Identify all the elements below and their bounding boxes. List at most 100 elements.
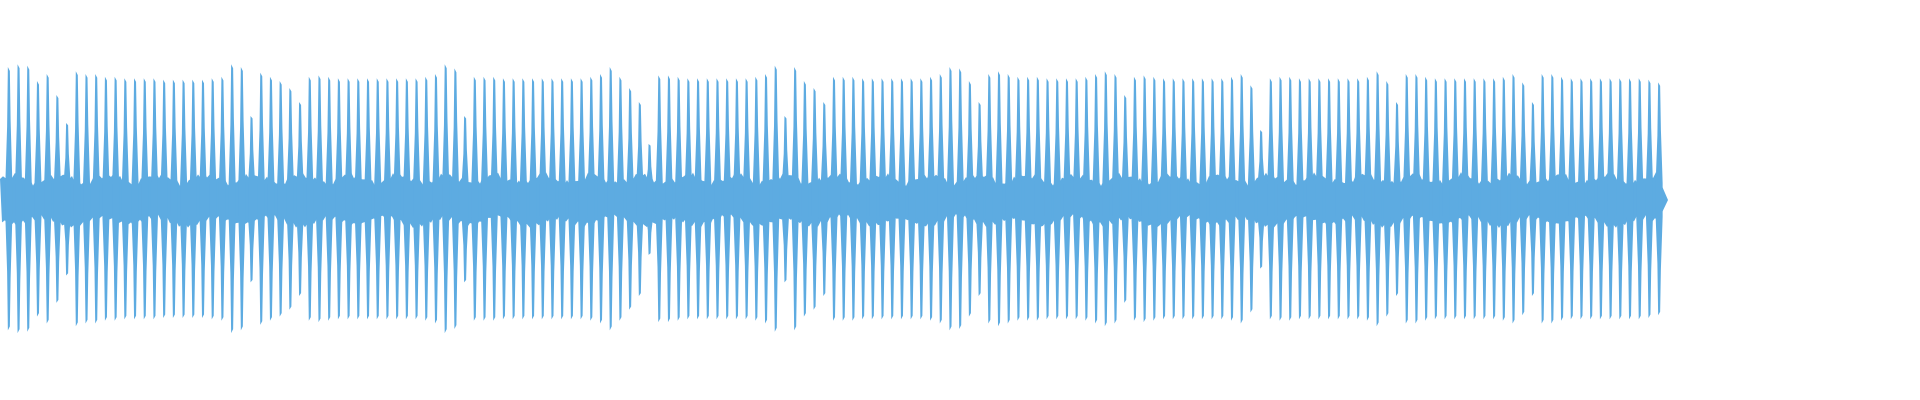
waveform-pulse [1189,78,1197,320]
waveform-pulse [752,76,760,321]
waveform-pulse [83,74,91,324]
waveform-pulse [180,79,188,318]
waveform-pulse [1053,78,1061,320]
waveform-pulse [519,78,527,320]
waveform-pulse [286,88,294,310]
waveform-pulse [102,76,110,321]
waveform-pulse [723,78,731,320]
waveform-pulse [529,78,537,320]
waveform-pulse [481,76,489,321]
waveform-pulse [1218,78,1226,320]
waveform-pulse [665,75,673,323]
waveform-pulse [432,74,440,324]
waveform-pulse [1286,76,1294,321]
waveform-pulse [1199,78,1207,320]
waveform-pulse [1510,74,1518,324]
waveform-pulse [1558,76,1566,321]
waveform-pulse [1626,78,1634,320]
waveform-pulse [1150,76,1158,321]
waveform-pulse [1063,78,1071,320]
waveform-pulse [315,75,323,323]
waveform-pulse [1403,74,1411,324]
waveform-pulse [908,78,916,320]
waveform-pulse [675,76,683,321]
waveform-pulse [791,67,799,331]
waveform-pulse [1383,81,1391,317]
waveform-pulse [131,78,139,320]
waveform-pulse [1461,78,1469,320]
waveform-pulse [383,78,391,320]
waveform-pulse [607,67,615,331]
waveform-pulse [1519,82,1527,316]
waveform-pulse [257,72,265,325]
waveform-pulse [1034,76,1042,321]
waveform-pulse [1179,78,1187,320]
waveform-pulse [1325,78,1333,320]
waveform-pulse [267,76,275,321]
waveform-pulse [956,68,964,329]
waveform-pulse [714,78,722,320]
waveform-pulse [209,78,217,320]
waveform-pulse [1014,76,1022,321]
waveform-pulse [1044,78,1052,320]
waveform-pulse [15,64,23,334]
waveform-pulse [976,102,984,297]
waveform-pulse [743,78,751,320]
waveform-pulse [937,74,945,324]
waveform-pulse [1112,74,1120,324]
waveform-pulse [548,78,556,320]
waveform-pulse [1121,95,1129,303]
waveform-pulse [24,65,32,332]
waveform-pulse [1577,78,1585,320]
waveform-pulse [345,78,353,320]
waveform-pulse [393,78,401,320]
waveform-pulse [840,76,848,321]
waveform-pulse [1471,78,1479,320]
waveform-pulse [849,76,857,321]
waveform-pulse [73,71,81,327]
waveform-pulse [578,78,586,320]
waveform-pulse [587,76,595,321]
waveform-pulse [1005,74,1013,324]
waveform-pulse [597,74,605,324]
waveform-pulse [1131,76,1139,321]
waveform-pulse [1228,76,1236,321]
waveform-pulse [34,81,42,317]
waveform-pulse [1082,76,1090,321]
waveform-pulse [888,78,896,320]
waveform-pulse [1238,74,1246,324]
waveform-pulse [53,95,61,303]
waveform-pulse [471,76,479,321]
waveform-pulse [820,102,828,297]
waveform-pulse [150,78,158,320]
waveform-pulse [1548,74,1556,324]
waveform-pulse [694,78,702,320]
waveform-pulse [364,78,372,320]
waveform-pulse [306,76,314,321]
waveform-pulse [1296,78,1304,320]
waveform-pulse [1354,78,1362,320]
waveform-pulse [655,75,663,323]
waveform-pulse [199,79,207,318]
waveform-pulse [92,74,100,324]
waveform-pulse [704,78,712,320]
waveform-pulse [1616,78,1624,320]
waveform-pulse [63,123,71,276]
waveform-pulse [354,78,362,320]
waveform-pulse [1267,78,1275,320]
waveform-pulse [500,78,508,320]
waveform-pulse [985,74,993,324]
waveform-pulse [801,81,809,317]
waveform-pulse [238,67,246,331]
waveform-pulse [859,78,867,320]
waveform-pulse [1393,102,1401,297]
waveform-pulse [5,67,13,331]
waveform-pulse [539,78,547,320]
waveform-pulse [325,76,333,321]
waveform-pulse [490,76,498,321]
waveform-pulse [616,76,624,321]
waveform-pulse [1092,74,1100,324]
waveform-pulse [1587,78,1595,320]
waveform-pulse [917,78,925,320]
waveform-pulse [403,78,411,320]
